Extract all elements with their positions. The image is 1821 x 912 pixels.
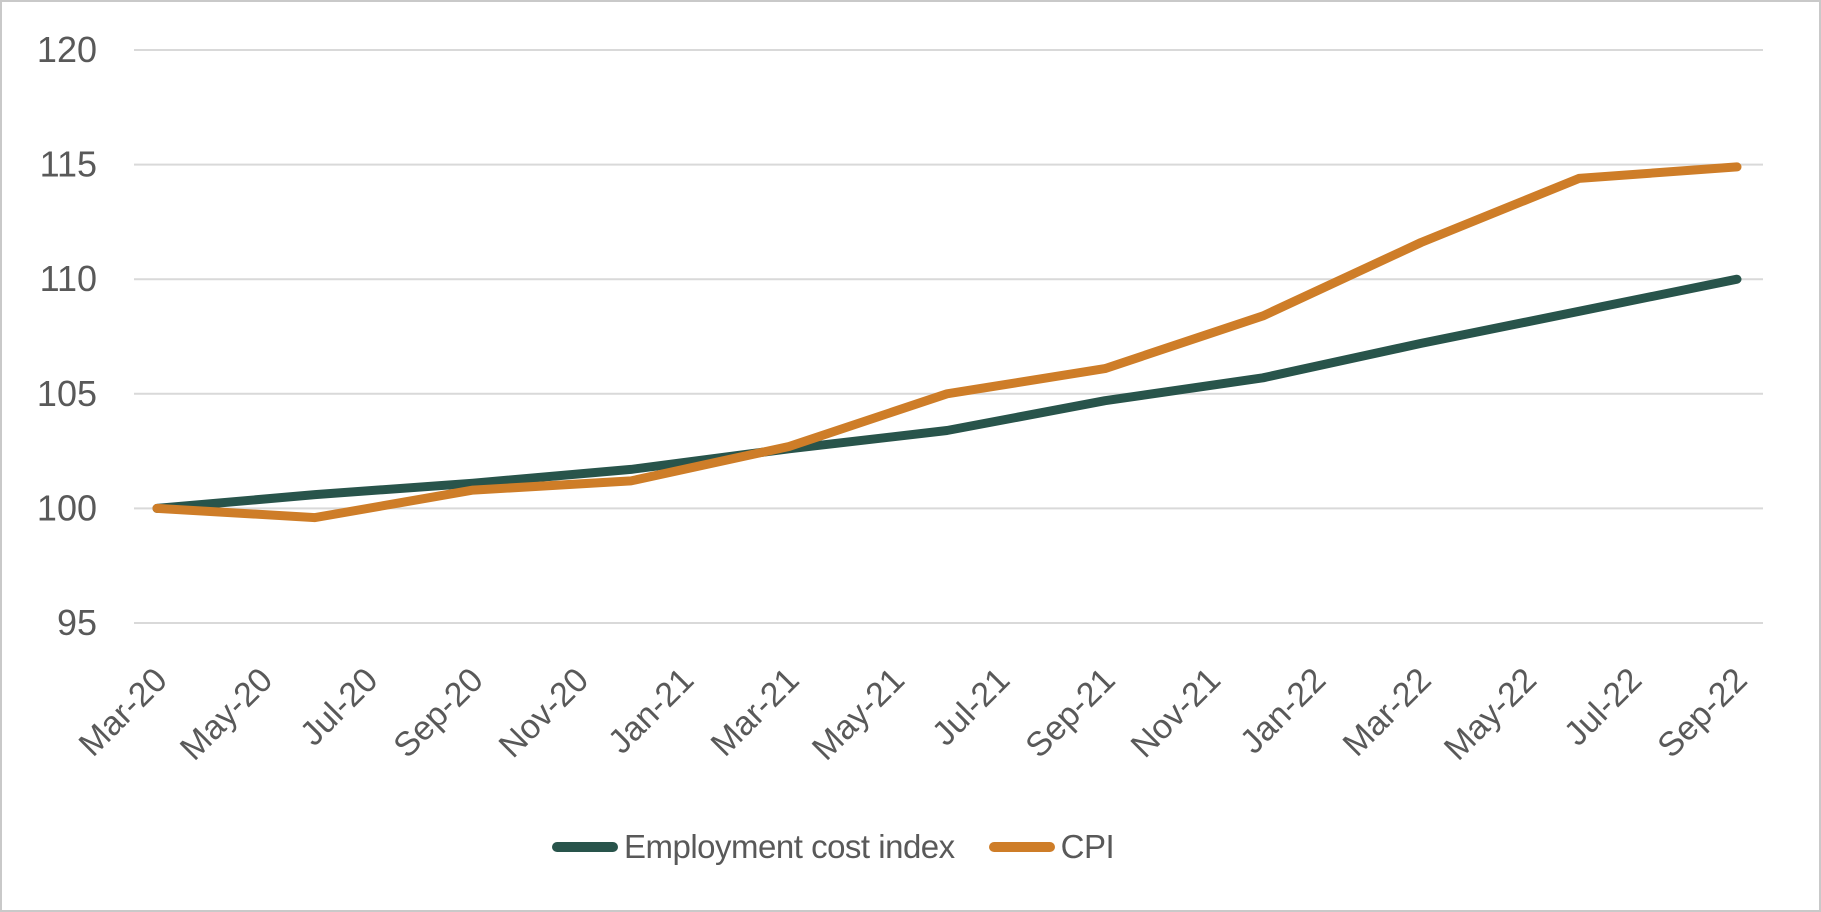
- y-axis-label-105: 105: [37, 373, 97, 414]
- y-axis-label-100: 100: [37, 487, 97, 528]
- x-axis-label-Nov-20: Nov-20: [492, 661, 596, 765]
- chart-legend: Employment cost index CPI: [552, 824, 1115, 870]
- y-axis-label-120: 120: [37, 29, 97, 70]
- legend-marker-cpi: [988, 842, 1055, 852]
- x-axis-label-Mar-22: Mar-22: [1336, 661, 1439, 764]
- x-axis-label-May-22: May-22: [1437, 661, 1544, 768]
- series-line-eci: [152, 274, 1742, 513]
- legend-marker-eci: [552, 842, 618, 852]
- legend-item-cpi: CPI: [988, 828, 1115, 866]
- series-line-cpi: [152, 162, 1742, 523]
- x-axis-label-May-20: May-20: [173, 661, 280, 768]
- x-axis-label-Jul-20: Jul-20: [293, 661, 385, 753]
- x-axis-label-May-21: May-21: [805, 661, 912, 768]
- x-axis-label-Sep-21: Sep-21: [1018, 661, 1122, 765]
- legend-label-eci: Employment cost index: [624, 828, 955, 865]
- x-axis-label-Mar-21: Mar-21: [704, 661, 807, 764]
- y-axis-label-110: 110: [40, 258, 97, 299]
- x-axis-label-Nov-21: Nov-21: [1124, 661, 1228, 765]
- x-axis-label-Sep-22: Sep-22: [1650, 661, 1754, 765]
- x-axis-label-Jan-21: Jan-21: [601, 661, 701, 761]
- x-axis-label-Jul-21: Jul-21: [925, 661, 1017, 753]
- x-axis-label-Jan-22: Jan-22: [1233, 661, 1333, 761]
- x-axis-label-Sep-20: Sep-20: [386, 661, 490, 765]
- legend-item-eci: Employment cost index: [552, 828, 955, 866]
- y-axis-label-95: 95: [57, 602, 97, 643]
- x-axis-label-Jul-22: Jul-22: [1557, 661, 1649, 753]
- x-axis-label-Mar-20: Mar-20: [72, 661, 175, 764]
- legend-label-cpi: CPI: [1060, 828, 1115, 865]
- y-axis-label-115: 115: [40, 144, 97, 185]
